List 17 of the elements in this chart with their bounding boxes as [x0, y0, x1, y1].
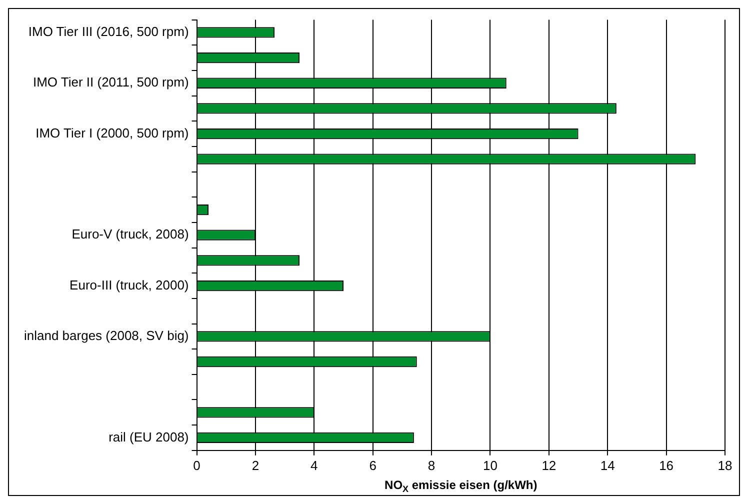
- x-tick-label: 0: [193, 458, 200, 473]
- x-tick-label: 2: [252, 458, 260, 473]
- x-tick-label: 16: [659, 458, 674, 473]
- y-tick-label: IMO Tier I (2000, 500 rpm): [36, 125, 189, 140]
- x-tick-label: 18: [718, 458, 732, 473]
- y-tick-label: rail (EU 2008): [108, 429, 189, 444]
- x-tick-label: 10: [483, 458, 498, 473]
- y-tick-label: Euro-V (truck, 2008): [72, 226, 189, 242]
- y-tick-label: IMO Tier II (2011, 500 rpm): [32, 74, 189, 90]
- y-tick-label: IMO Tier III (2016, 500 rpm): [28, 24, 189, 40]
- x-tick-label: 6: [369, 458, 376, 473]
- x-tick-label: 8: [428, 458, 436, 473]
- x-tick-label: 4: [310, 458, 318, 473]
- y-tick-label: Euro-III (truck, 2000): [70, 277, 189, 292]
- x-tick-label: 12: [542, 458, 556, 473]
- y-tick-label: inland barges (2008, SV big): [24, 328, 189, 343]
- x-tick-label: 14: [600, 458, 615, 473]
